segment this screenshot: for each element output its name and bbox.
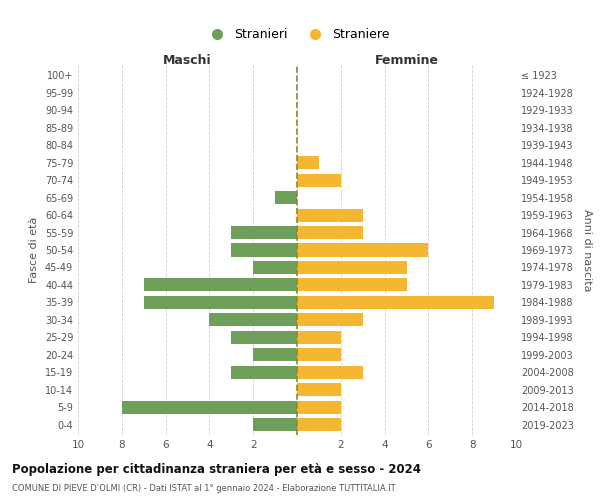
Bar <box>297 208 362 222</box>
Bar <box>253 418 297 431</box>
Bar <box>297 156 319 170</box>
Bar <box>297 278 407 291</box>
Bar <box>297 366 362 378</box>
Bar <box>297 330 341 344</box>
Bar <box>297 226 362 239</box>
Bar <box>297 174 341 186</box>
Y-axis label: Anni di nascita: Anni di nascita <box>582 209 592 291</box>
Legend: Stranieri, Straniere: Stranieri, Straniere <box>199 23 395 46</box>
Bar <box>297 400 341 413</box>
Bar <box>144 278 297 291</box>
Bar <box>297 296 494 309</box>
Bar <box>232 330 297 344</box>
Text: COMUNE DI PIEVE D’OLMI (CR) - Dati ISTAT al 1° gennaio 2024 - Elaborazione TUTTI: COMUNE DI PIEVE D’OLMI (CR) - Dati ISTAT… <box>12 484 395 493</box>
Bar <box>232 226 297 239</box>
Y-axis label: Fasce di età: Fasce di età <box>29 217 39 283</box>
Bar <box>253 261 297 274</box>
Text: Maschi: Maschi <box>163 54 212 66</box>
Bar <box>297 348 341 362</box>
Bar <box>232 366 297 378</box>
Bar <box>144 296 297 309</box>
Bar <box>232 244 297 256</box>
Text: Popolazione per cittadinanza straniera per età e sesso - 2024: Popolazione per cittadinanza straniera p… <box>12 462 421 475</box>
Bar <box>297 383 341 396</box>
Bar <box>209 314 297 326</box>
Bar <box>122 400 297 413</box>
Bar <box>253 348 297 362</box>
Bar <box>297 418 341 431</box>
Bar <box>275 191 297 204</box>
Bar <box>297 244 428 256</box>
Bar <box>297 261 407 274</box>
Bar <box>297 314 362 326</box>
Text: Femmine: Femmine <box>374 54 439 66</box>
